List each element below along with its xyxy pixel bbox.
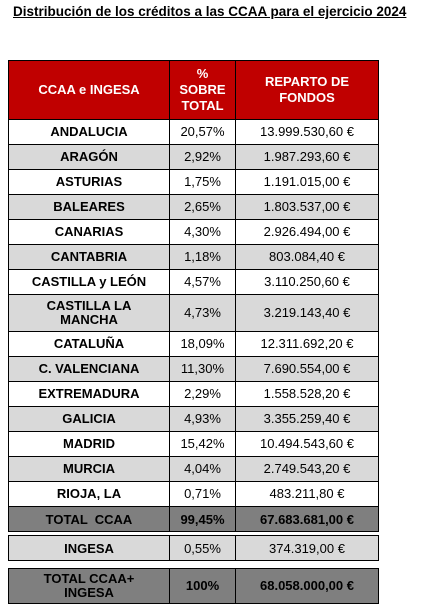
table-row: BALEARES 2,65% 1.803.537,00 €: [8, 194, 379, 220]
region-amount: 1.191.015,00 €: [235, 169, 379, 195]
table-row: CANARIAS 4,30% 2.926.494,00 €: [8, 219, 379, 245]
region-percent: 4,93%: [169, 406, 236, 432]
grand-total-label: TOTAL CCAA+ INGESA: [8, 568, 170, 604]
region-name: CANTABRIA: [8, 244, 170, 270]
table-header-row: CCAA e INGESA % SOBRE TOTAL REPARTO DE F…: [8, 60, 379, 120]
total-ccaa-label: TOTAL CCAA: [8, 506, 170, 532]
table-row: ASTURIAS 1,75% 1.191.015,00 €: [8, 169, 379, 195]
region-amount: 1.987.293,60 €: [235, 144, 379, 170]
region-amount: 7.690.554,00 €: [235, 356, 379, 382]
table-row: CASTILLA LA MANCHA 4,73% 3.219.143,40 €: [8, 294, 379, 332]
region-percent: 11,30%: [169, 356, 236, 382]
region-percent: 4,73%: [169, 294, 236, 332]
region-percent: 1,75%: [169, 169, 236, 195]
header-percent: % SOBRE TOTAL: [169, 60, 236, 120]
document-title: Distribución de los créditos a las CCAA …: [13, 4, 407, 19]
grand-total-table: TOTAL CCAA+ INGESA 100% 68.058.000,00 €: [8, 568, 379, 604]
region-percent: 18,09%: [169, 331, 236, 357]
region-name: C. VALENCIANA: [8, 356, 170, 382]
grand-total-percent: 100%: [169, 568, 236, 604]
table-row: C. VALENCIANA 11,30% 7.690.554,00 €: [8, 356, 379, 382]
table-row: CATALUÑA 18,09% 12.311.692,20 €: [8, 331, 379, 357]
table-row: EXTREMADURA 2,29% 1.558.528,20 €: [8, 381, 379, 407]
table-row: ARAGÓN 2,92% 1.987.293,60 €: [8, 144, 379, 170]
region-name: MURCIA: [8, 456, 170, 482]
distribution-table: CCAA e INGESA % SOBRE TOTAL REPARTO DE F…: [8, 60, 379, 532]
region-percent: 4,57%: [169, 269, 236, 295]
region-name: BALEARES: [8, 194, 170, 220]
table-row: MURCIA 4,04% 2.749.543,20 €: [8, 456, 379, 482]
region-amount: 10.494.543,60 €: [235, 431, 379, 457]
region-name: CASTILLA y LEÓN: [8, 269, 170, 295]
header-reparto-line1: REPARTO DE: [264, 74, 350, 89]
region-name: ARAGÓN: [8, 144, 170, 170]
region-name: ANDALUCIA: [8, 119, 170, 145]
header-reparto: REPARTO DE FONDOS: [235, 60, 379, 120]
grand-total-amount: 68.058.000,00 €: [235, 568, 379, 604]
region-name-line1: CASTILLA LA: [46, 298, 132, 313]
table-row: CASTILLA y LEÓN 4,57% 3.110.250,60 €: [8, 269, 379, 295]
ingesa-row: INGESA 0,55% 374.319,00 €: [8, 535, 379, 561]
region-percent: 15,42%: [169, 431, 236, 457]
ingesa-label: INGESA: [8, 535, 170, 561]
region-amount: 13.999.530,60 €: [235, 119, 379, 145]
region-name: RIOJA, LA: [8, 481, 170, 507]
region-name: MADRID: [8, 431, 170, 457]
region-amount: 12.311.692,20 €: [235, 331, 379, 357]
region-amount: 3.219.143,40 €: [235, 294, 379, 332]
region-amount: 2.926.494,00 €: [235, 219, 379, 245]
region-percent: 20,57%: [169, 119, 236, 145]
region-percent: 2,29%: [169, 381, 236, 407]
ingesa-amount: 374.319,00 €: [235, 535, 379, 561]
region-name: CASTILLA LA MANCHA: [8, 294, 170, 332]
region-percent: 4,30%: [169, 219, 236, 245]
header-ccaa: CCAA e INGESA: [8, 60, 170, 120]
region-amount: 483.211,80 €: [235, 481, 379, 507]
region-amount: 1.558.528,20 €: [235, 381, 379, 407]
header-percent-line3: TOTAL: [181, 98, 224, 113]
region-percent: 4,04%: [169, 456, 236, 482]
region-name: CANARIAS: [8, 219, 170, 245]
region-amount: 1.803.537,00 €: [235, 194, 379, 220]
region-amount: 3.110.250,60 €: [235, 269, 379, 295]
region-percent: 2,65%: [169, 194, 236, 220]
region-amount: 803.084,40 €: [235, 244, 379, 270]
grand-total-label-line2: INGESA: [64, 585, 114, 600]
total-ccaa-row: TOTAL CCAA 99,45% 67.683.681,00 €: [8, 506, 379, 532]
table-row: MADRID 15,42% 10.494.543,60 €: [8, 431, 379, 457]
grand-total-label-line1: TOTAL CCAA+: [43, 571, 135, 586]
region-percent: 0,71%: [169, 481, 236, 507]
header-percent-line1: %: [196, 66, 209, 81]
ingesa-percent: 0,55%: [169, 535, 236, 561]
table-row: GALICIA 4,93% 3.355.259,40 €: [8, 406, 379, 432]
region-percent: 2,92%: [169, 144, 236, 170]
region-percent: 1,18%: [169, 244, 236, 270]
header-reparto-line2: FONDOS: [279, 90, 335, 105]
table-row: ANDALUCIA 20,57% 13.999.530,60 €: [8, 119, 379, 145]
region-name: ASTURIAS: [8, 169, 170, 195]
region-amount: 2.749.543,20 €: [235, 456, 379, 482]
region-name: EXTREMADURA: [8, 381, 170, 407]
header-percent-line2: SOBRE: [179, 82, 226, 97]
table-row: RIOJA, LA 0,71% 483.211,80 €: [8, 481, 379, 507]
region-name: CATALUÑA: [8, 331, 170, 357]
total-ccaa-percent: 99,45%: [169, 506, 236, 532]
total-ccaa-amount: 67.683.681,00 €: [235, 506, 379, 532]
region-name: GALICIA: [8, 406, 170, 432]
table-row: CANTABRIA 1,18% 803.084,40 €: [8, 244, 379, 270]
region-name-line2: MANCHA: [60, 312, 118, 327]
ingesa-table: INGESA 0,55% 374.319,00 €: [8, 535, 379, 561]
grand-total-row: TOTAL CCAA+ INGESA 100% 68.058.000,00 €: [8, 568, 379, 604]
region-amount: 3.355.259,40 €: [235, 406, 379, 432]
